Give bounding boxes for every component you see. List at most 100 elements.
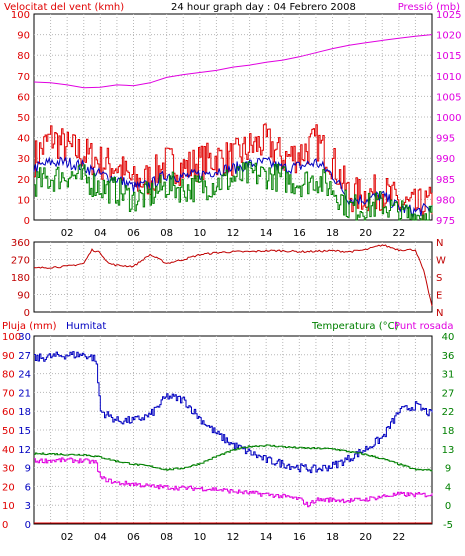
temperature-axis-tick: 0 bbox=[445, 501, 451, 512]
series-line-humidity bbox=[34, 351, 433, 474]
x-tick-label: 22 bbox=[392, 228, 405, 239]
pressure-axis-tick: 1015 bbox=[436, 51, 461, 62]
wind-axis-tick: 80 bbox=[17, 51, 30, 62]
rain-axis-tick: 60 bbox=[2, 407, 15, 418]
temperature-axis-tick: 40 bbox=[442, 332, 455, 343]
temperature-axis-tick: 22 bbox=[442, 407, 455, 418]
series-line-gust bbox=[34, 123, 433, 221]
rain-axis-tick: 80 bbox=[2, 370, 15, 381]
temperature-axis-tick: 18 bbox=[442, 426, 455, 437]
direction-axis-tick: 180 bbox=[11, 273, 30, 284]
x-tick-label: 12 bbox=[227, 228, 240, 239]
wind-axis-tick: 20 bbox=[17, 175, 30, 186]
humidity-axis-tick: 27 bbox=[18, 351, 31, 362]
x-tick-label: 10 bbox=[193, 532, 206, 543]
humidity-axis-tick: 0 bbox=[25, 520, 31, 531]
temperature-axis-tick: -5 bbox=[443, 520, 453, 531]
humidity-axis-tick: 15 bbox=[18, 426, 31, 437]
pressure-axis-tick: 1005 bbox=[436, 92, 461, 103]
x-tick-label: 20 bbox=[359, 532, 372, 543]
wind-axis-tick: 100 bbox=[11, 10, 30, 21]
dewpoint-axis-title: Punt rosada bbox=[394, 321, 453, 332]
temperature-axis-tick: 36 bbox=[442, 351, 455, 362]
wind-axis-tick: 40 bbox=[17, 134, 30, 145]
humidity-axis-tick: 18 bbox=[18, 407, 31, 418]
pressure-axis-tick: 975 bbox=[436, 216, 455, 227]
temperature-axis-tick: 31 bbox=[442, 370, 455, 381]
pressure-axis-tick: 1025 bbox=[436, 10, 461, 21]
x-tick-label: 04 bbox=[94, 228, 107, 239]
temperature-axis-tick: 13 bbox=[442, 445, 455, 456]
compass-axis-tick: E bbox=[436, 291, 442, 302]
wind-axis-tick: 90 bbox=[17, 31, 30, 42]
humidity-axis-tick: 24 bbox=[18, 370, 31, 381]
compass-axis-tick: W bbox=[436, 256, 446, 267]
x-tick-label: 16 bbox=[293, 228, 306, 239]
series-line-direction bbox=[33, 244, 433, 307]
x-tick-label: 06 bbox=[127, 228, 140, 239]
rain-axis-title: Pluja (mm) bbox=[2, 321, 57, 332]
series-line-low bbox=[34, 161, 433, 221]
rain-axis-tick: 30 bbox=[2, 464, 15, 475]
x-tick-label: 20 bbox=[359, 228, 372, 239]
pressure-axis-tick: 1020 bbox=[436, 31, 461, 42]
pressure-axis-tick: 985 bbox=[436, 175, 455, 186]
series-line-temperature bbox=[34, 444, 433, 472]
x-tick-label: 18 bbox=[326, 228, 339, 239]
compass-axis-tick: N bbox=[436, 308, 443, 319]
x-tick-label: 18 bbox=[326, 532, 339, 543]
humidity-axis-tick: 30 bbox=[18, 332, 31, 343]
wind-axis-tick: 30 bbox=[17, 154, 30, 165]
temperature-axis-tick: 27 bbox=[442, 388, 455, 399]
rain-axis-tick: 50 bbox=[2, 426, 15, 437]
direction-axis-tick: 270 bbox=[11, 256, 30, 267]
compass-axis-tick: N bbox=[436, 238, 443, 249]
rain-axis-tick: 100 bbox=[2, 332, 21, 343]
x-tick-label: 02 bbox=[61, 228, 74, 239]
x-tick-label: 14 bbox=[260, 228, 273, 239]
x-tick-label: 10 bbox=[193, 228, 206, 239]
pressure-axis-tick: 1000 bbox=[436, 113, 461, 124]
pressure-axis-tick: 1010 bbox=[436, 72, 461, 83]
humidity-axis-tick: 9 bbox=[25, 464, 31, 475]
direction-axis-tick: 90 bbox=[17, 291, 30, 302]
series-line-pressure bbox=[33, 34, 433, 89]
pressure-axis-title: Pressió (mb) bbox=[398, 1, 460, 13]
pressure-axis-tick: 980 bbox=[436, 195, 455, 206]
x-tick-label: 04 bbox=[94, 532, 107, 543]
wind-axis-tick: 60 bbox=[17, 92, 30, 103]
wind-axis-tick: 50 bbox=[17, 113, 30, 124]
temperature-axis-tick: 4 bbox=[445, 482, 451, 493]
wind-axis-tick: 0 bbox=[24, 216, 30, 227]
x-tick-label: 12 bbox=[227, 532, 240, 543]
series-line-dewpoint bbox=[34, 457, 433, 508]
graph-date-title: 24 hour graph day : 04 Febrero 2008 bbox=[171, 2, 356, 13]
rain-axis-tick: 70 bbox=[2, 388, 15, 399]
humidity-axis-tick: 3 bbox=[25, 501, 31, 512]
rain-axis-tick: 40 bbox=[2, 445, 15, 456]
humidity-axis-tick: 21 bbox=[18, 388, 31, 399]
humidity-axis-tick: 6 bbox=[25, 482, 31, 493]
wind-axis-tick: 70 bbox=[17, 72, 30, 83]
temperature-axis-title: Temperatura (°C) bbox=[311, 321, 399, 332]
wind-axis-title: Velocitat del vent (kmh) bbox=[4, 2, 124, 13]
x-tick-label: 02 bbox=[61, 532, 74, 543]
direction-axis-tick: 360 bbox=[11, 238, 30, 249]
wind-axis-tick: 10 bbox=[17, 195, 30, 206]
rain-axis-tick: 90 bbox=[2, 351, 15, 362]
x-tick-label: 16 bbox=[293, 532, 306, 543]
direction-axis-tick: 0 bbox=[24, 308, 30, 319]
temperature-axis-tick: 9 bbox=[445, 464, 451, 475]
series-line-average bbox=[33, 156, 433, 219]
x-tick-label: 08 bbox=[160, 532, 173, 543]
rain-axis-tick: 10 bbox=[2, 501, 15, 512]
humidity-axis-title: Humitat bbox=[66, 321, 106, 332]
pressure-axis-tick: 995 bbox=[436, 134, 455, 145]
x-tick-label: 22 bbox=[392, 532, 405, 543]
x-tick-label: 06 bbox=[127, 532, 140, 543]
x-tick-label: 08 bbox=[160, 228, 173, 239]
pressure-axis-tick: 990 bbox=[436, 154, 455, 165]
rain-axis-tick: 20 bbox=[2, 482, 15, 493]
rain-axis-tick: 0 bbox=[2, 520, 8, 531]
